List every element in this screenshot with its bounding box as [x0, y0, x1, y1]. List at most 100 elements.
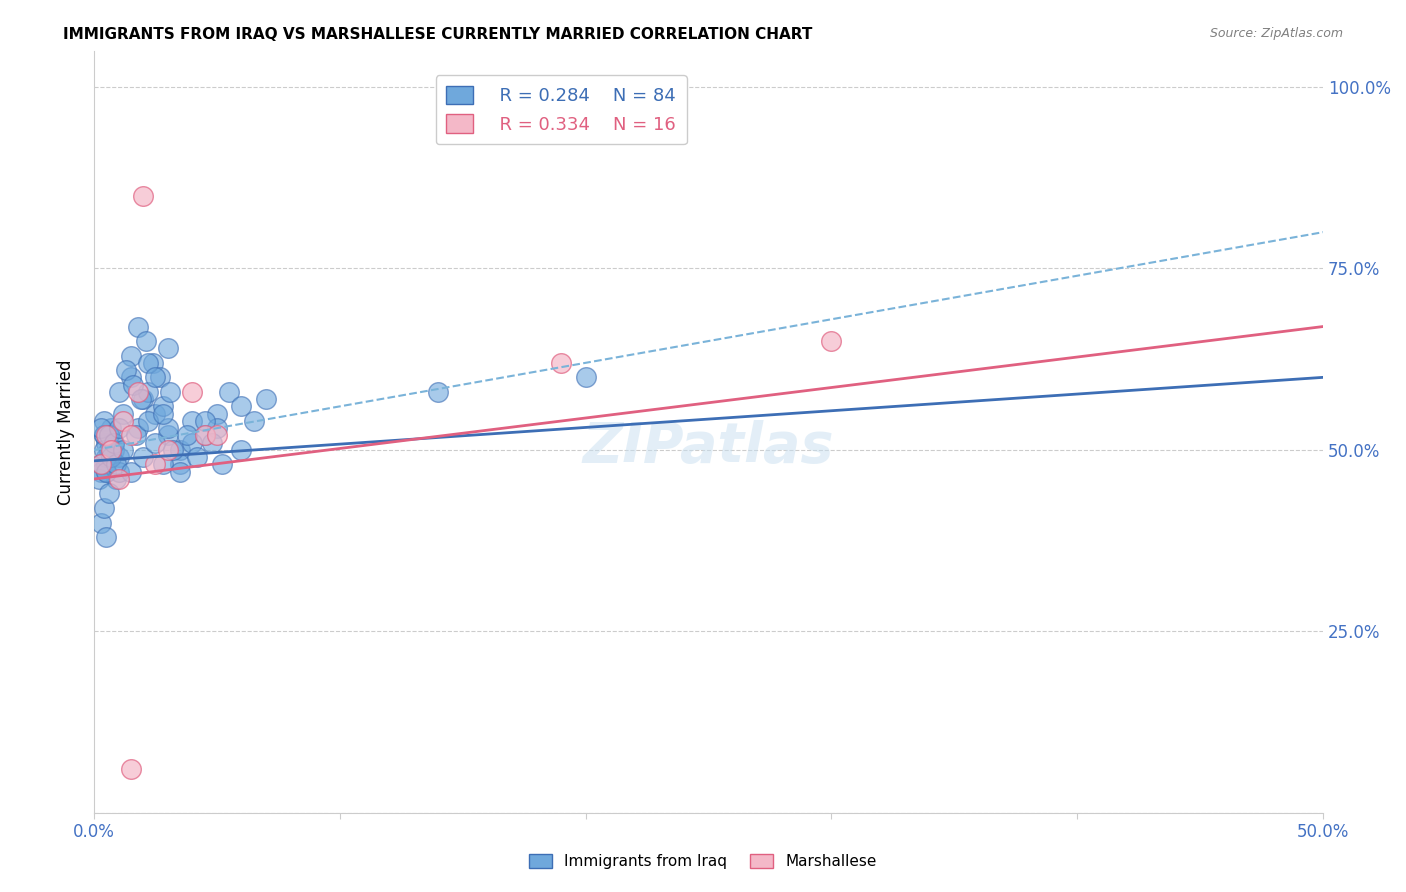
Point	[96, 465, 118, 479]
Point	[205, 407, 228, 421]
Point	[145, 458, 167, 472]
Point	[193, 414, 215, 428]
Point	[152, 407, 174, 421]
Point	[205, 421, 228, 435]
Point	[97, 442, 120, 457]
Point	[107, 465, 129, 479]
Point	[129, 392, 152, 406]
Point	[107, 421, 129, 435]
Point	[231, 400, 253, 414]
Point	[96, 435, 118, 450]
Point	[107, 384, 129, 399]
Point	[96, 458, 118, 472]
Point	[231, 442, 253, 457]
Point	[186, 450, 208, 465]
Point	[97, 442, 120, 457]
Point	[122, 377, 145, 392]
Point	[107, 450, 129, 465]
Point	[132, 189, 155, 203]
Point	[193, 428, 215, 442]
Point	[96, 450, 118, 465]
Point	[97, 486, 120, 500]
Point	[96, 428, 118, 442]
Point	[156, 421, 179, 435]
Point	[112, 414, 135, 428]
Point	[820, 334, 842, 348]
Point	[120, 428, 142, 442]
Point	[127, 319, 149, 334]
Point	[169, 442, 191, 457]
Point	[125, 428, 148, 442]
Point	[193, 428, 215, 442]
Point	[159, 384, 181, 399]
Point	[120, 465, 142, 479]
Point	[120, 762, 142, 776]
Point	[142, 356, 165, 370]
Legend:   R = 0.284    N = 84,   R = 0.334    N = 16: R = 0.284 N = 84, R = 0.334 N = 16	[436, 75, 686, 145]
Point	[205, 428, 228, 442]
Point	[93, 414, 115, 428]
Point	[90, 516, 112, 530]
Point	[120, 370, 142, 384]
Point	[100, 442, 122, 457]
Point	[90, 465, 112, 479]
Point	[127, 421, 149, 435]
Point	[254, 392, 277, 406]
Point	[136, 356, 159, 370]
Point	[93, 501, 115, 516]
Y-axis label: Currently Married: Currently Married	[58, 359, 75, 505]
Point	[112, 442, 135, 457]
Point	[550, 356, 572, 370]
Point	[169, 458, 191, 472]
Point	[90, 421, 112, 435]
Legend: Immigrants from Iraq, Marshallese: Immigrants from Iraq, Marshallese	[523, 848, 883, 875]
Point	[107, 472, 129, 486]
Point	[149, 370, 172, 384]
Point	[145, 435, 167, 450]
Point	[136, 384, 159, 399]
Point	[242, 414, 264, 428]
Point	[90, 458, 112, 472]
Point	[218, 384, 240, 399]
Point	[93, 428, 115, 442]
Point	[211, 458, 233, 472]
Point	[132, 392, 155, 406]
Point	[103, 435, 125, 450]
Point	[100, 442, 122, 457]
Point	[135, 334, 157, 348]
Point	[181, 384, 204, 399]
Point	[96, 465, 118, 479]
Point	[93, 428, 115, 442]
Point	[115, 363, 138, 377]
Text: ZIPatlas: ZIPatlas	[582, 420, 834, 474]
Point	[93, 442, 115, 457]
Point	[97, 428, 120, 442]
Point	[156, 442, 179, 457]
Point	[100, 450, 122, 465]
Point	[132, 450, 155, 465]
Point	[201, 435, 224, 450]
Point	[169, 465, 191, 479]
Point	[181, 435, 204, 450]
Point	[90, 458, 112, 472]
Point	[90, 458, 112, 472]
Point	[181, 414, 204, 428]
Point	[127, 384, 149, 399]
Point	[112, 407, 135, 421]
Point	[103, 435, 125, 450]
Point	[427, 384, 450, 399]
Point	[575, 370, 598, 384]
Point	[152, 400, 174, 414]
Text: Source: ZipAtlas.com: Source: ZipAtlas.com	[1209, 27, 1343, 40]
Point	[136, 414, 159, 428]
Point	[176, 428, 198, 442]
Point	[120, 349, 142, 363]
Point	[105, 472, 128, 486]
Point	[100, 421, 122, 435]
Point	[145, 370, 167, 384]
Point	[103, 442, 125, 457]
Point	[105, 458, 128, 472]
Point	[96, 530, 118, 544]
Point	[97, 450, 120, 465]
Point	[162, 442, 184, 457]
